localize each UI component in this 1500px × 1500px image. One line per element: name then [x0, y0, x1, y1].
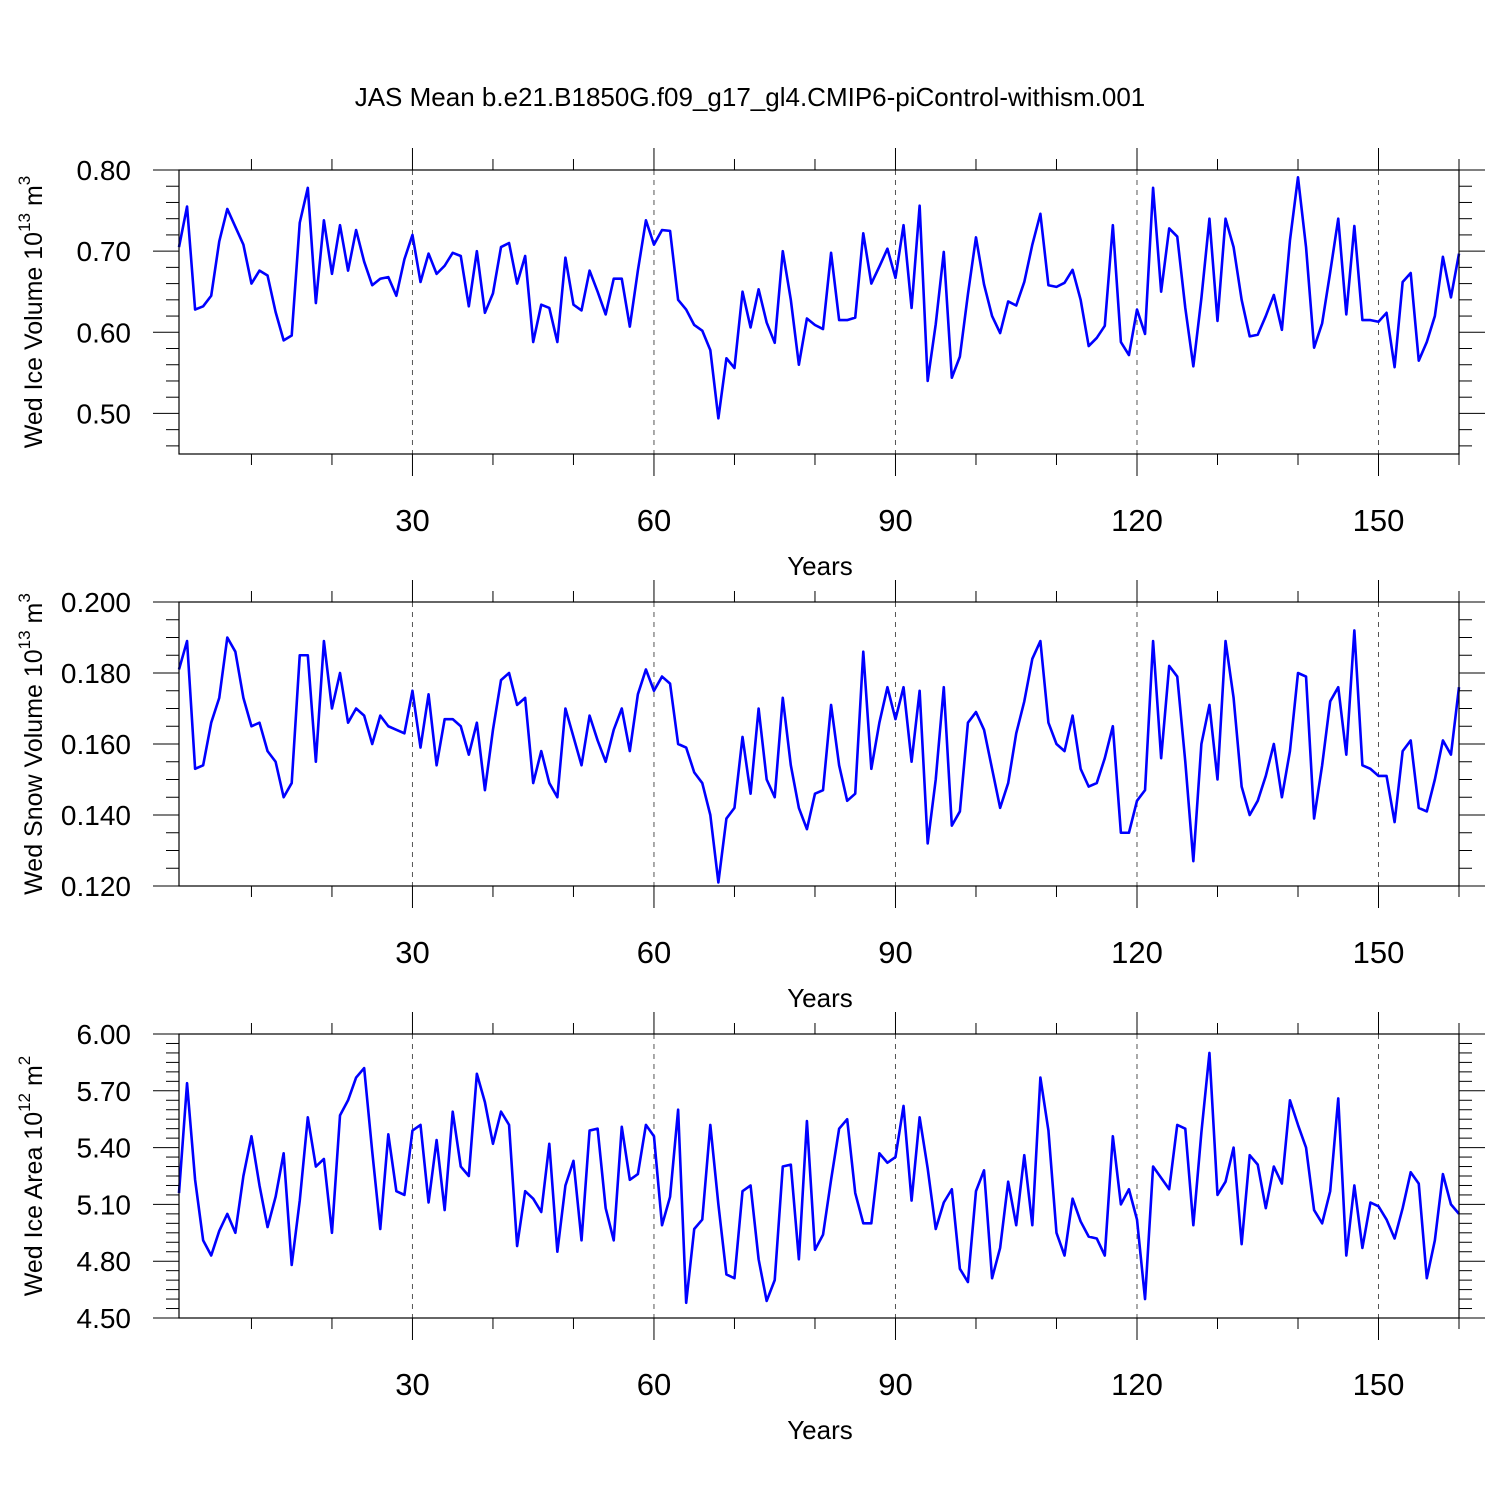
plot-frame [178, 169, 1460, 455]
axis-ticks [153, 580, 1485, 908]
y-axis-label: Wed Ice Area 1012 m2 [15, 1056, 48, 1297]
y-label-unit-exp: 2 [15, 1056, 34, 1065]
x-grid-lines [411, 170, 1379, 454]
plot-frame [178, 1033, 1460, 1319]
x-grid-lines [411, 602, 1379, 886]
x-tick-label: 90 [878, 1367, 912, 1402]
y-tick-label: 6.00 [77, 1019, 132, 1050]
chart-title: JAS Mean b.e21.B1850G.f09_g17_gl4.CMIP6-… [355, 82, 1146, 112]
axis-ticks [153, 148, 1485, 476]
y-label-main: Wed Ice Area 10 [20, 1112, 48, 1296]
x-axis-label: Years [787, 983, 853, 1013]
y-tick-label: 0.120 [61, 871, 131, 902]
series-line-ice-area [177, 1051, 1460, 1305]
y-axis-label: Wed Snow Volume 1013 m3 [15, 593, 48, 895]
x-tick-label: 120 [1111, 503, 1163, 538]
panel-snow-volume: 0.120 0.140 0.160 0.180 0.200 30 60 90 120 150 Y… [15, 580, 1485, 1013]
y-tick-label: 0.60 [77, 317, 132, 348]
y-tick-label: 0.50 [77, 398, 132, 429]
y-label-unit: m [20, 603, 48, 631]
panel-ice-area: 4.50 4.80 5.10 5.40 5.70 6.00 30 60 90 120 150 Ye… [15, 1012, 1485, 1445]
series-line-snow-volume [177, 629, 1461, 884]
x-tick-label: 30 [395, 1367, 429, 1402]
x-tick-label: 60 [637, 503, 671, 538]
x-axis-label: Years [787, 551, 853, 581]
x-tick-label: 60 [637, 935, 671, 970]
y-tick-labels: 0.120 0.140 0.160 0.180 0.200 [61, 587, 131, 902]
series-line-ice-volume [177, 176, 1461, 420]
y-tick-labels: 0.50 0.60 0.70 0.80 [77, 155, 132, 429]
x-tick-labels: 30 60 90 120 150 [395, 503, 1404, 538]
y-label-unit-exp: 3 [15, 593, 34, 602]
x-axis-label: Years [787, 1415, 853, 1445]
y-tick-label: 0.70 [77, 236, 132, 267]
y-label-main: Wed Ice Volume 10 [20, 232, 48, 448]
y-label-main: Wed Snow Volume 10 [20, 649, 48, 895]
y-tick-label: 4.80 [77, 1246, 132, 1277]
y-label-exp: 13 [15, 630, 34, 649]
y-axis-label: Wed Ice Volume 1013 m3 [15, 176, 48, 449]
x-grid-lines [411, 1034, 1379, 1318]
y-tick-labels: 4.50 4.80 5.10 5.40 5.70 6.00 [77, 1019, 132, 1334]
y-tick-label: 5.40 [77, 1133, 132, 1164]
x-tick-label: 30 [395, 503, 429, 538]
x-tick-label: 30 [395, 935, 429, 970]
x-tick-label: 120 [1111, 1367, 1163, 1402]
x-tick-label: 150 [1353, 503, 1405, 538]
y-label-exp: 12 [15, 1093, 34, 1112]
x-tick-labels: 30 60 90 120 150 [395, 1367, 1404, 1402]
y-tick-label: 0.200 [61, 587, 131, 618]
y-label-unit: m [20, 1065, 48, 1093]
x-tick-label: 90 [878, 503, 912, 538]
x-tick-label: 150 [1353, 1367, 1405, 1402]
y-tick-label: 0.180 [61, 658, 131, 689]
axis-ticks [153, 1012, 1485, 1340]
y-label-exp: 13 [15, 213, 34, 232]
x-tick-label: 150 [1353, 935, 1405, 970]
y-tick-label: 5.70 [77, 1076, 132, 1107]
x-tick-labels: 30 60 90 120 150 [395, 935, 1404, 970]
y-tick-label: 0.140 [61, 800, 131, 831]
x-tick-label: 60 [637, 1367, 671, 1402]
y-label-unit: m [20, 185, 48, 213]
y-tick-label: 4.50 [77, 1303, 132, 1334]
x-tick-label: 90 [878, 935, 912, 970]
x-tick-label: 120 [1111, 935, 1163, 970]
panel-ice-volume: 0.50 0.60 0.70 0.80 30 60 90 120 150 Years Wed … [15, 148, 1485, 581]
y-tick-label: 0.160 [61, 729, 131, 760]
y-tick-label: 5.10 [77, 1189, 132, 1220]
plot-frame [178, 601, 1460, 887]
y-label-unit-exp: 3 [15, 176, 34, 185]
y-tick-label: 0.80 [77, 155, 132, 186]
